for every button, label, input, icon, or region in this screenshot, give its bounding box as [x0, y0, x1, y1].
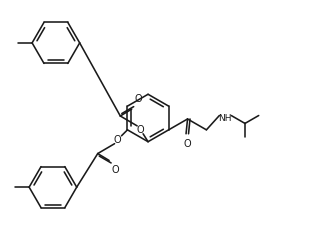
Text: O: O [134, 94, 142, 104]
Text: O: O [114, 135, 121, 145]
Text: O: O [112, 165, 119, 176]
Text: O: O [136, 125, 144, 135]
Text: O: O [184, 139, 191, 149]
Text: NH: NH [218, 114, 232, 124]
